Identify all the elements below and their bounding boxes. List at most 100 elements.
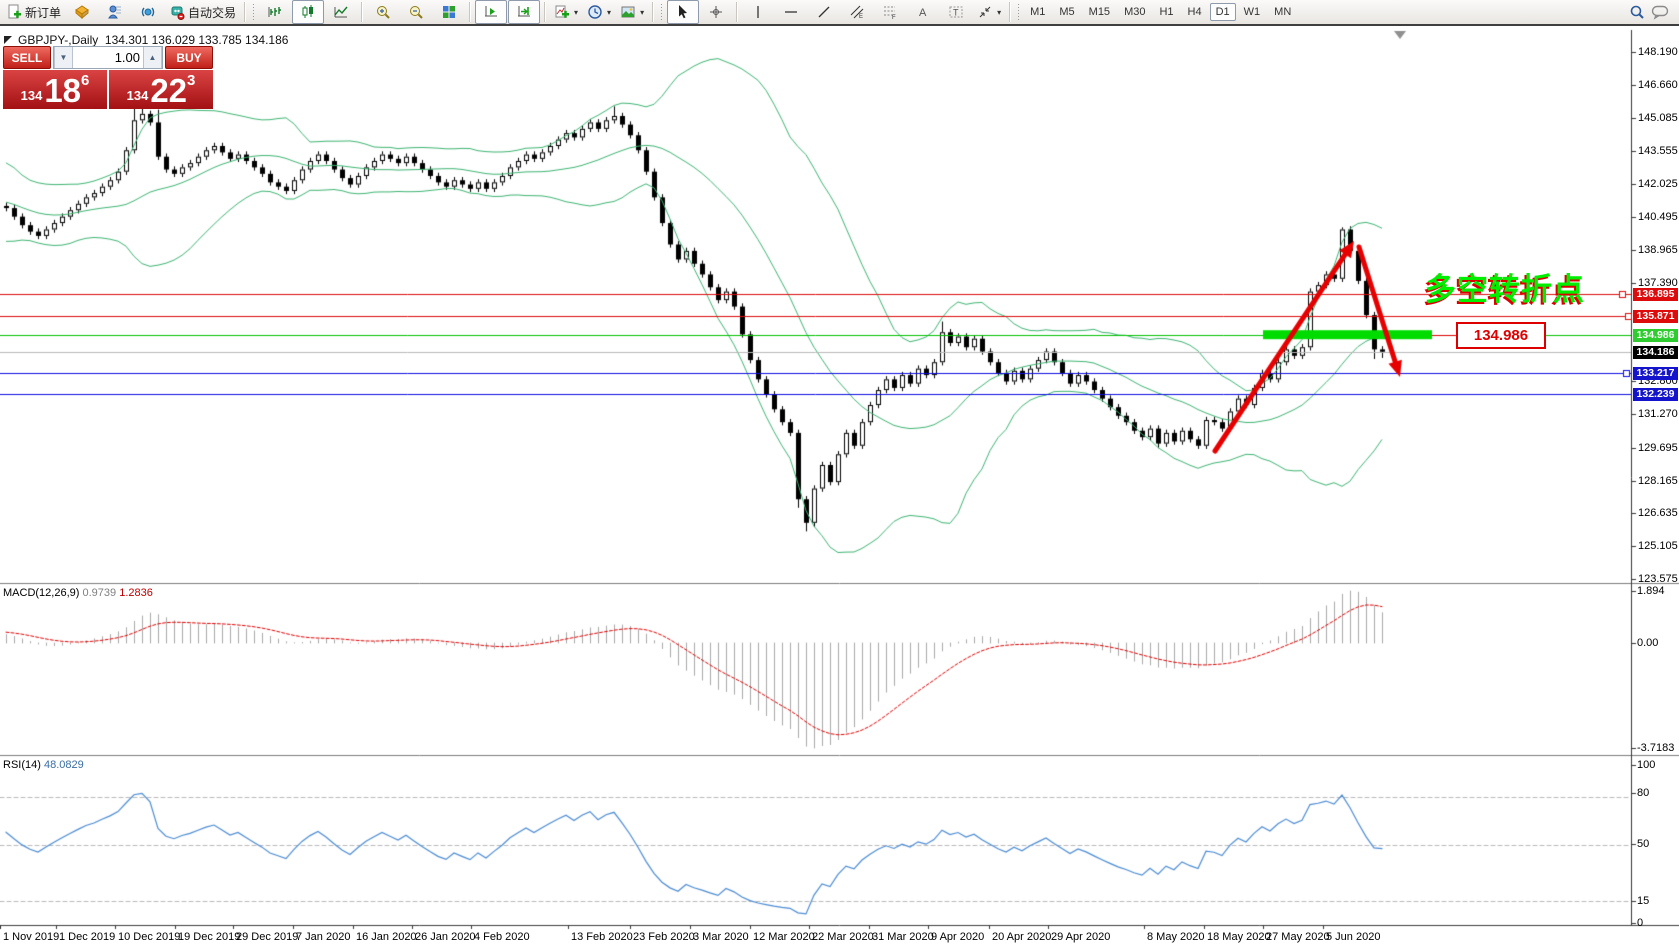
toolbar-separator xyxy=(1009,2,1012,22)
one-click-trading-panel: SELL ▼ ▲ BUY 134 18 6 134 22 3 xyxy=(3,46,213,109)
toolbar-grip[interactable] xyxy=(660,3,665,21)
zoom-in-button[interactable] xyxy=(367,0,399,24)
toolbar: 新订单 自动交易 ▾ ▾ xyxy=(0,0,1679,26)
chat-icon[interactable] xyxy=(1651,4,1669,20)
new-order-button[interactable]: 新订单 xyxy=(2,0,65,24)
sell-price-big: 18 xyxy=(44,72,82,109)
toolbar-separator xyxy=(244,2,247,22)
timeframe-M5[interactable]: M5 xyxy=(1059,6,1075,18)
zoom-out-button[interactable] xyxy=(400,0,432,24)
bar-chart-icon xyxy=(268,7,282,17)
market-watch-button[interactable] xyxy=(66,0,98,24)
channel-tool-button[interactable]: E xyxy=(841,0,873,24)
arrows-tool-button[interactable]: ▾ xyxy=(973,0,1005,24)
svg-text:F: F xyxy=(892,15,896,20)
vertical-line-tool-button[interactable] xyxy=(742,0,774,24)
autotrading-button[interactable]: 自动交易 xyxy=(165,0,240,24)
crosshair-icon xyxy=(710,6,723,18)
chart-window: GBPJPY-,Daily 134.301 136.029 133.785 13… xyxy=(0,28,1679,947)
indicators-icon xyxy=(555,5,570,18)
timeframe-group: M1 M5 M15 M30 H1 H4 D1 W1 MN xyxy=(1024,3,1297,21)
zoom-in-icon xyxy=(377,6,390,19)
toolbar-grip[interactable] xyxy=(252,3,257,21)
dropdown-caret: ▾ xyxy=(640,7,645,17)
toolbar-separator xyxy=(652,2,655,22)
timeframe-M1[interactable]: M1 xyxy=(1030,6,1046,18)
crosshair-tool-button[interactable] xyxy=(700,0,732,24)
buy-price-prefix: 134 xyxy=(126,88,149,103)
volume-up-button[interactable]: ▲ xyxy=(143,47,162,68)
strategy-tester-icon xyxy=(108,5,122,19)
trendline-icon xyxy=(818,6,830,18)
equidistant-channel-icon: E xyxy=(850,5,864,20)
chart-canvas[interactable] xyxy=(0,28,1679,947)
sell-price-prefix: 134 xyxy=(20,88,43,103)
toolbar-separator xyxy=(736,2,739,22)
dropdown-caret: ▾ xyxy=(997,7,1002,17)
indicators-button[interactable]: ▾ xyxy=(550,0,582,24)
autotrading-label: 自动交易 xyxy=(188,5,237,20)
bar-chart-button[interactable] xyxy=(259,0,291,24)
timeframe-M30[interactable]: M30 xyxy=(1124,6,1146,18)
timeframe-H4[interactable]: H4 xyxy=(1187,6,1202,18)
svg-text:A: A xyxy=(919,7,927,19)
toolbar-grip[interactable] xyxy=(1017,3,1022,21)
toolbar-separator xyxy=(469,2,472,22)
fibonacci-icon: F xyxy=(884,6,896,20)
chart-shift-icon xyxy=(518,6,531,17)
cursor-icon xyxy=(679,5,688,19)
sell-price-sup: 6 xyxy=(81,72,90,89)
line-chart-button[interactable] xyxy=(325,0,357,24)
text-label-tool-button[interactable]: T xyxy=(940,0,972,24)
strategy-tester-button[interactable] xyxy=(99,0,131,24)
buy-button[interactable]: BUY xyxy=(165,46,213,69)
fibonacci-tool-button[interactable]: F xyxy=(874,0,906,24)
periods-clock-icon xyxy=(588,5,602,19)
volume-down-button[interactable]: ▼ xyxy=(54,47,73,68)
sell-button[interactable]: SELL xyxy=(3,46,51,69)
timeframe-H1[interactable]: H1 xyxy=(1159,6,1174,18)
dropdown-caret: ▾ xyxy=(574,7,579,17)
buy-price-big: 22 xyxy=(150,72,188,109)
line-chart-icon xyxy=(334,6,348,18)
auto-scroll-icon xyxy=(485,6,498,17)
timeframe-W1[interactable]: W1 xyxy=(1243,6,1261,18)
text-icon: A xyxy=(919,7,927,19)
trendline-tool-button[interactable] xyxy=(808,0,840,24)
tile-windows-button[interactable] xyxy=(433,0,465,24)
buy-price-sup: 3 xyxy=(187,72,196,89)
candlestick-chart-button[interactable] xyxy=(292,0,325,24)
tile-windows-icon xyxy=(443,6,456,18)
cursor-tool-button[interactable] xyxy=(667,0,700,24)
news-button[interactable] xyxy=(132,0,164,24)
search-icon[interactable] xyxy=(1629,4,1645,20)
dropdown-caret: ▾ xyxy=(607,7,612,17)
text-label-icon: T xyxy=(949,6,963,18)
candlestick-chart-icon xyxy=(302,5,314,18)
chart-shift-button[interactable] xyxy=(508,0,541,24)
buy-price-display[interactable]: 134 22 3 xyxy=(109,70,213,109)
new-order-label: 新订单 xyxy=(25,5,62,20)
volume-input[interactable] xyxy=(73,47,143,68)
autotrading-icon xyxy=(171,6,185,20)
timeframe-M15[interactable]: M15 xyxy=(1088,6,1111,18)
sell-price-display[interactable]: 134 18 6 xyxy=(3,70,107,109)
periods-button[interactable]: ▾ xyxy=(583,0,615,24)
vertical-line-icon xyxy=(757,6,759,18)
arrows-icon xyxy=(979,6,991,18)
volume-stepper: ▼ ▲ xyxy=(53,46,163,69)
svg-text:E: E xyxy=(859,14,863,20)
zoom-out-icon xyxy=(410,6,423,19)
templates-button[interactable]: ▾ xyxy=(616,0,648,24)
market-watch-icon xyxy=(75,5,89,20)
text-tool-button[interactable]: A xyxy=(907,0,939,24)
auto-scroll-button[interactable] xyxy=(475,0,508,24)
new-order-icon xyxy=(8,4,21,19)
news-icon xyxy=(141,7,155,17)
timeframe-D1[interactable]: D1 xyxy=(1209,3,1236,21)
toolbar-separator xyxy=(544,2,547,22)
templates-icon xyxy=(621,6,635,18)
horizontal-line-tool-button[interactable] xyxy=(775,0,807,24)
timeframe-MN[interactable]: MN xyxy=(1274,6,1292,18)
svg-text:T: T xyxy=(953,8,959,18)
